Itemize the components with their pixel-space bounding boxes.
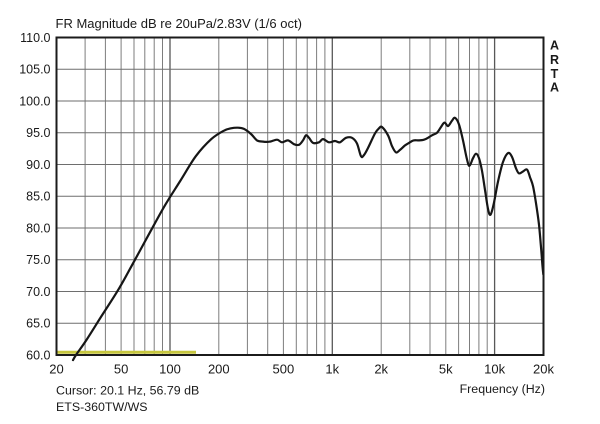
svg-text:75.0: 75.0	[26, 253, 50, 267]
svg-text:FR Magnitude dB re 20uPa/2.83V: FR Magnitude dB re 20uPa/2.83V (1/6 oct)	[56, 16, 302, 31]
svg-text:2k: 2k	[374, 362, 388, 377]
svg-text:100: 100	[159, 362, 181, 377]
svg-text:90.0: 90.0	[26, 158, 50, 172]
svg-text:95.0: 95.0	[26, 126, 50, 140]
svg-text:100.0: 100.0	[19, 94, 50, 108]
svg-text:85.0: 85.0	[26, 190, 50, 204]
svg-text:A: A	[550, 39, 559, 53]
svg-text:70.0: 70.0	[26, 285, 50, 299]
svg-text:T: T	[551, 67, 559, 81]
svg-text:105.0: 105.0	[19, 63, 50, 77]
svg-text:20: 20	[49, 362, 63, 377]
svg-text:80.0: 80.0	[26, 221, 50, 235]
svg-text:50: 50	[114, 362, 128, 377]
svg-text:ETS-360TW/WS: ETS-360TW/WS	[56, 400, 148, 414]
svg-text:110.0: 110.0	[20, 31, 50, 45]
svg-text:20k: 20k	[533, 362, 554, 377]
svg-text:Cursor: 20.1 Hz, 56.79 dB: Cursor: 20.1 Hz, 56.79 dB	[56, 384, 199, 398]
svg-text:65.0: 65.0	[26, 317, 50, 331]
svg-text:500: 500	[273, 362, 295, 377]
svg-text:R: R	[550, 53, 559, 67]
svg-text:10k: 10k	[484, 362, 505, 377]
svg-text:5k: 5k	[439, 362, 453, 377]
svg-text:1k: 1k	[325, 362, 339, 377]
svg-text:200: 200	[208, 362, 230, 377]
svg-text:A: A	[550, 81, 559, 95]
svg-text:Frequency (Hz): Frequency (Hz)	[460, 382, 545, 396]
svg-text:60.0: 60.0	[26, 348, 50, 362]
